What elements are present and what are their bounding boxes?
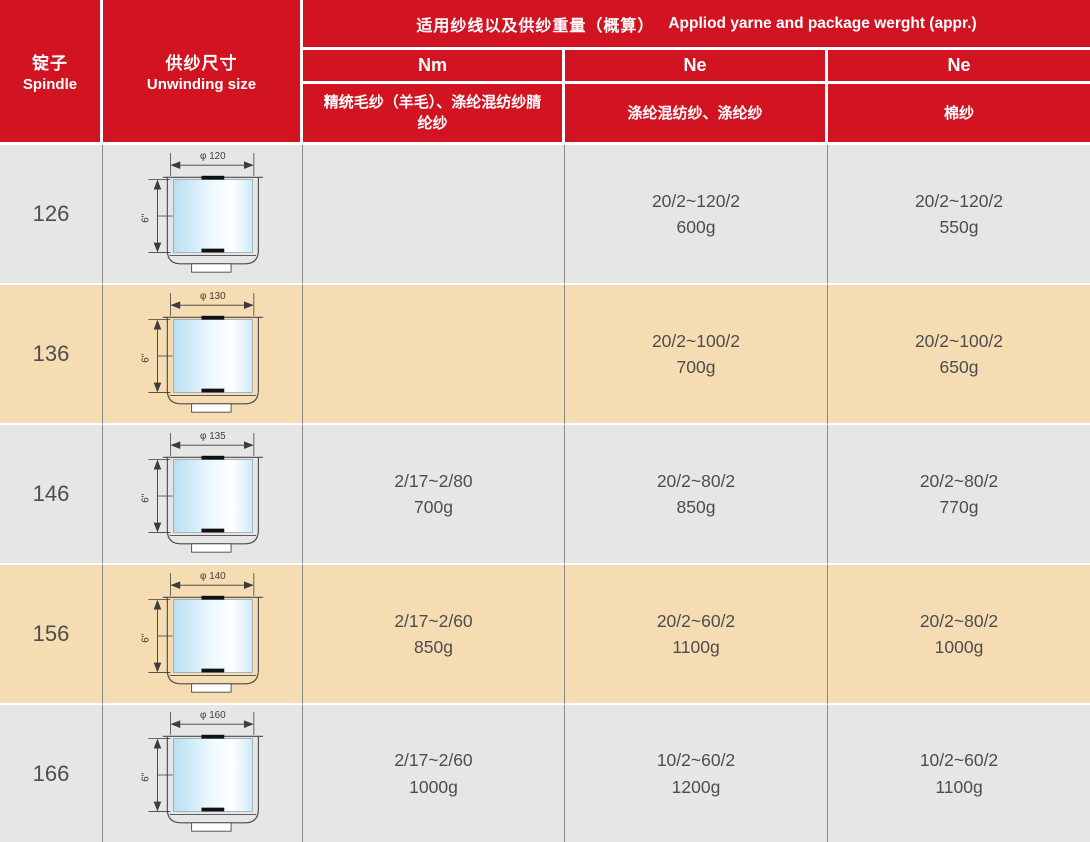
header-yarn-type-ne-2: 棉纱 [828,84,1090,145]
package-weight: 550g [939,217,979,237]
package-weight: 850g [414,637,453,657]
height-label: 6" [140,772,151,781]
spindle-number: 156 [32,621,70,646]
table-row-166-spindle: 166 [0,705,103,842]
header-unit-nm: Nm [303,50,565,84]
table-row-156-ne1: 20/2~60/2 1100g [565,565,828,705]
table-row-146-ne2: 20/2~80/2 770g [828,425,1090,565]
yarn-range: 2/17~2/80 [394,470,473,491]
table-row-126-nm [303,145,565,285]
yarn-range: 2/17~2/60 [394,610,473,631]
header-spindle: 锭子 Spindle [0,0,103,145]
table-row-166-ne2: 10/2~60/2 1100g [828,705,1090,842]
package-diagram: φ 130 6" [140,291,263,413]
header-yarn-type-ne-1: 涤纶混纺纱、涤纶纱 [565,84,828,145]
table-row-166-diagram: φ 160 6" [103,705,303,842]
table-row-156-diagram: φ 140 6" [103,565,303,705]
table-row-146-spindle: 146 [0,425,103,565]
yarn-range: 20/2~120/2 [914,190,1004,211]
height-label: 6" [140,213,151,222]
yarn-range: 20/2~60/2 [656,610,736,631]
header-applied-zh: 适用纱线以及供纱重量（概算） [416,17,655,35]
diameter-label: φ 130 [200,291,226,302]
diameter-label: φ 135 [200,431,226,442]
table-row-136-ne2: 20/2~100/2 650g [828,285,1090,425]
package-diagram: φ 160 6" [140,710,263,832]
table-row-146-diagram: φ 135 6" [103,425,303,565]
yarn-range: 20/2~100/2 [651,330,741,351]
package-weight: 1000g [409,776,458,797]
package-weight: 700g [676,357,716,377]
package-diagram: φ 120 6" [140,151,263,273]
table-row-126-diagram: φ 120 6" [103,145,303,285]
package-weight: 1000g [934,637,984,657]
package-weight: 650g [939,357,979,377]
header-spindle-zh: 锭子 [32,54,68,73]
package-weight: 1200g [671,776,721,797]
table-row-136-spindle: 136 [0,285,103,425]
yarn-range: 20/2~80/2 [919,470,999,491]
table-row-166-ne1: 10/2~60/2 1200g [565,705,828,842]
table-row-136-diagram: φ 130 6" [103,285,303,425]
table-row-126-ne1: 20/2~120/2 600g [565,145,828,285]
table-row-146-ne1: 20/2~80/2 850g [565,425,828,565]
yarn-range: 20/2~80/2 [656,470,736,491]
package-weight: 600g [676,217,716,237]
yarn-range: 10/2~60/2 [656,750,736,771]
table-row-126-ne2: 20/2~120/2 550g [828,145,1090,285]
package-diagram: φ 140 6" [140,571,263,693]
package-weight: 770g [939,497,979,517]
yarn-range: 10/2~60/2 [919,750,999,771]
spindle-number: 126 [32,201,70,226]
header-spindle-en: Spindle [22,76,78,93]
height-label: 6" [140,633,151,642]
header-unwinding-size: 供纱尺寸 Unwinding size [103,0,303,145]
header-unit-ne-1: Ne [565,50,828,84]
table-row-156-spindle: 156 [0,565,103,705]
yarn-range: 2/17~2/60 [394,750,473,771]
package-diagram: φ 135 6" [140,431,263,553]
height-label: 6" [140,493,151,502]
table-row-156-ne2: 20/2~80/2 1000g [828,565,1090,705]
diameter-label: φ 160 [200,710,226,721]
spindle-number: 146 [32,481,70,506]
header-unwinding-zh: 供纱尺寸 [165,54,238,73]
table-row-166-nm: 2/17~2/60 1000g [303,705,565,842]
yarn-range: 20/2~120/2 [651,190,741,211]
package-weight: 850g [676,497,716,517]
table-row-156-nm: 2/17~2/60 850g [303,565,565,705]
table-row-136-nm [303,285,565,425]
header-applied-yarn-title: 适用纱线以及供纱重量（概算） Appliod yarne and package… [303,0,1090,50]
header-unit-ne-2: Ne [828,50,1090,84]
header-applied-en: Appliod yarne and package werght (appr.) [668,14,977,32]
yarn-range: 20/2~100/2 [914,330,1004,351]
header-unwinding-en: Unwinding size [146,76,257,93]
package-weight: 1100g [672,637,720,657]
table-row-146-nm: 2/17~2/80 700g [303,425,565,565]
table-row-136-ne1: 20/2~100/2 700g [565,285,828,425]
spindle-number: 136 [32,341,70,366]
diameter-label: φ 120 [200,151,226,162]
table-row-126-spindle: 126 [0,145,103,285]
header-yarn-type-nm: 精统毛纱（羊毛）、涤纶混纺纱腈纶纱 [303,84,565,145]
package-weight: 700g [414,497,453,517]
height-label: 6" [140,353,151,362]
spindle-number: 166 [32,760,70,786]
diameter-label: φ 140 [200,571,226,582]
yarn-range: 20/2~80/2 [919,610,999,631]
package-weight: 1100g [935,776,983,797]
